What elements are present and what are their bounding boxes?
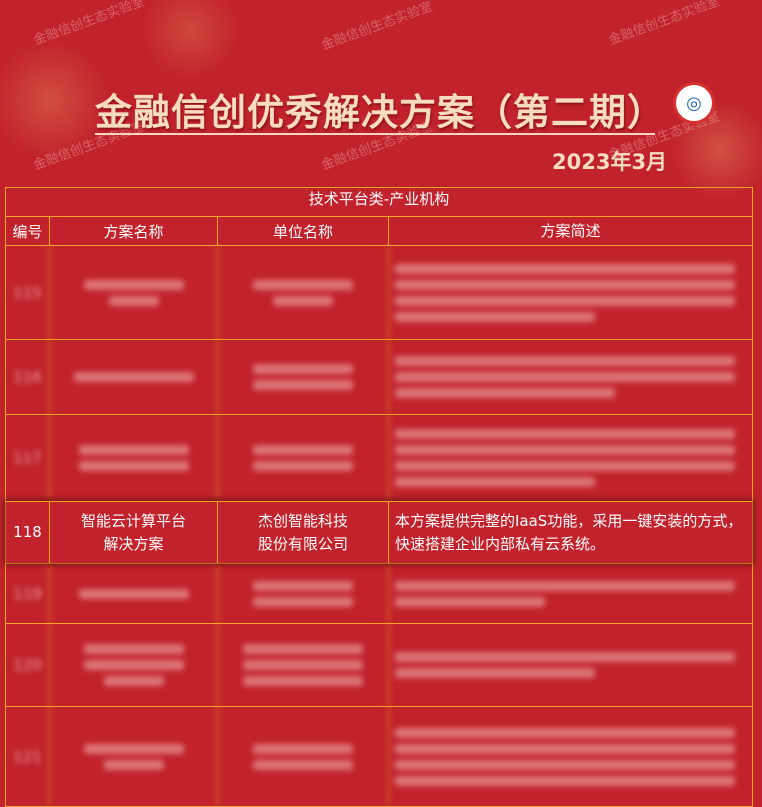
solution-name: 智能云计算平台解决方案 — [49, 502, 217, 563]
solution-description: 本方案提供完整的IaaS功能，采用一键安装的方式，快速搭建企业内部私有云系统。 — [388, 502, 752, 563]
blurred-cell — [217, 564, 388, 623]
blurred-cell — [217, 340, 388, 414]
blurred-cell — [388, 564, 752, 623]
blurred-cell — [388, 624, 752, 706]
title-divider — [95, 133, 655, 135]
table-row-blurred: 116 — [6, 339, 752, 414]
blurred-cell — [49, 415, 217, 501]
row-id: 118 — [13, 523, 42, 541]
column-header: 编号 — [12, 222, 43, 241]
column-header: 方案简述 — [388, 217, 752, 245]
blurred-cell — [388, 707, 752, 806]
issue-date: 2023年3月 — [552, 150, 668, 174]
row-id: 121 — [13, 747, 42, 766]
column-header: 方案名称 — [49, 217, 217, 245]
table-caption: 技术平台类-产业机构 — [308, 190, 450, 208]
blurred-cell — [49, 340, 217, 414]
row-id: 117 — [13, 449, 42, 467]
row-id: 116 — [13, 368, 42, 386]
row-id: 120 — [13, 656, 42, 674]
blurred-cell — [217, 707, 388, 806]
blurred-cell — [217, 624, 388, 706]
blurred-cell — [49, 564, 217, 623]
table-header: 编号 方案名称 单位名称 方案简述 — [6, 216, 752, 245]
row-id: 115 — [13, 283, 42, 302]
blurred-cell — [217, 246, 388, 339]
lab-logo-icon: ◎ — [673, 82, 715, 124]
organization-name: 杰创智能科技股份有限公司 — [217, 502, 388, 563]
blurred-cell — [49, 624, 217, 706]
table-row-blurred: 117 — [6, 414, 752, 501]
row-id: 119 — [13, 584, 42, 603]
column-header: 单位名称 — [217, 217, 388, 245]
page-title: 金融信创优秀解决方案（第二期） — [95, 91, 665, 134]
table-row-blurred: 120 — [6, 623, 752, 706]
table-row-blurred: 115 — [6, 245, 752, 339]
table-row-highlighted: 118 智能云计算平台解决方案 杰创智能科技股份有限公司 本方案提供完整的Iaa… — [6, 501, 752, 563]
blurred-cell — [49, 707, 217, 806]
blurred-cell — [217, 415, 388, 501]
blurred-cell — [388, 340, 752, 414]
solutions-table: 技术平台类-产业机构 编号 方案名称 单位名称 方案简述 115 116 117… — [5, 187, 753, 807]
blurred-cell — [388, 246, 752, 339]
table-row-blurred: 121 — [6, 706, 752, 806]
table-row-blurred: 119 — [6, 563, 752, 623]
blurred-cell — [388, 415, 752, 501]
blurred-cell — [49, 246, 217, 339]
